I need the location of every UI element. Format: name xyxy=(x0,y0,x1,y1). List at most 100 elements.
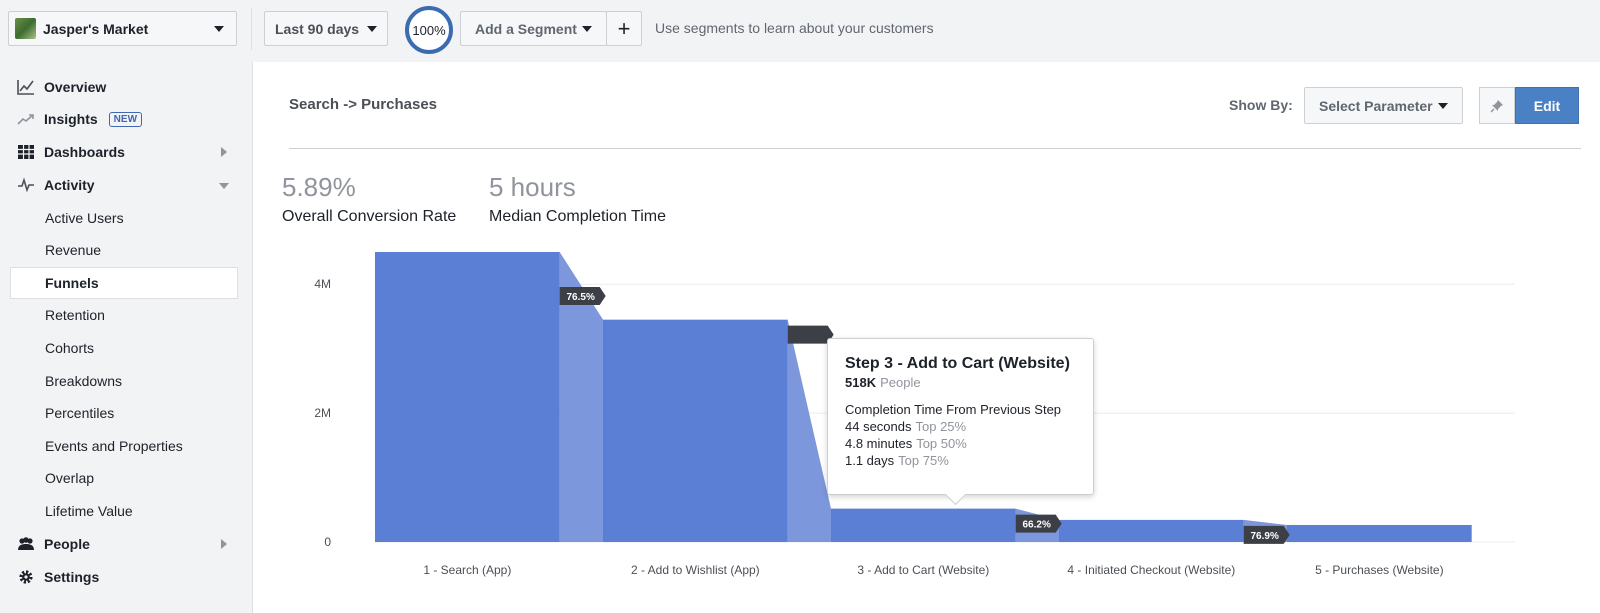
sidebar-item-insights[interactable]: Insights NEW xyxy=(0,104,252,134)
chevron-down-icon xyxy=(582,26,592,32)
line-chart-icon xyxy=(17,80,34,95)
funnel-connector xyxy=(787,319,831,542)
tooltip-count: 518K xyxy=(845,375,877,390)
step-tooltip: Step 3 - Add to Cart (Website) 518K Peopl… xyxy=(827,338,1094,495)
add-segment-dropdown[interactable]: Add a Segment xyxy=(460,11,607,46)
chevron-down-icon xyxy=(219,183,229,189)
app-logo-icon xyxy=(15,18,36,39)
y-tick-label: 2M xyxy=(314,406,331,420)
conversion-rate-value: 5.89% xyxy=(282,172,356,202)
sidebar-item-label: Percentiles xyxy=(45,405,115,421)
segment-hint: Use segments to learn about your custome… xyxy=(655,20,934,36)
date-range-selector[interactable]: Last 90 days xyxy=(264,11,388,46)
sidebar-item-settings[interactable]: Settings xyxy=(0,562,252,592)
select-parameter-label: Select Parameter xyxy=(1319,97,1433,114)
main-panel: Search -> Purchases Show By: Select Para… xyxy=(252,62,1600,613)
funnel-bar xyxy=(375,252,560,542)
sidebar-item-cohorts[interactable]: Cohorts xyxy=(0,333,252,363)
chevron-right-icon xyxy=(221,147,227,157)
sidebar-item-label: Retention xyxy=(45,307,105,323)
pin-icon xyxy=(1490,99,1503,112)
conversion-tag xyxy=(1243,525,1290,544)
conversion-tag xyxy=(1015,514,1062,533)
sidebar-item-funnels[interactable]: Funnels xyxy=(10,267,238,299)
page-title: Search -> Purchases xyxy=(289,96,438,113)
x-tick-label: 1 - Search (App) xyxy=(423,563,511,577)
sidebar-item-breakdowns[interactable]: Breakdowns xyxy=(0,366,252,396)
sidebar-item-label: Lifetime Value xyxy=(45,503,133,519)
completion-time-label: Median Completion Time xyxy=(489,208,666,225)
sidebar-item-events-and-properties[interactable]: Events and Properties xyxy=(0,431,252,461)
chevron-down-icon xyxy=(214,26,224,32)
sidebar-item-retention[interactable]: Retention xyxy=(0,300,252,330)
chevron-right-icon xyxy=(221,539,227,549)
add-segment-button[interactable]: + xyxy=(606,11,642,46)
sidebar-item-label: Activity xyxy=(44,177,95,193)
tooltip-time-tag: Top 25% xyxy=(915,419,967,434)
tooltip-time-tag: Top 75% xyxy=(898,453,949,468)
show-by-label: Show By: xyxy=(1229,97,1293,113)
conversion-label: 66.2% xyxy=(1023,520,1051,531)
pin-button[interactable] xyxy=(1479,87,1515,124)
x-tick-label: 4 - Initiated Checkout (Website) xyxy=(1067,563,1235,577)
sidebar-item-label: People xyxy=(44,536,90,552)
x-tick-label: 2 - Add to Wishlist (App) xyxy=(631,563,760,577)
app-selector[interactable]: Jasper's Market xyxy=(8,11,237,46)
sidebar-item-label: Settings xyxy=(44,569,100,585)
sidebar-item-active-users[interactable]: Active Users xyxy=(0,203,252,233)
zoom-indicator: 100% xyxy=(405,6,453,54)
funnel-bar xyxy=(1059,519,1244,542)
add-segment-label: Add a Segment xyxy=(475,20,577,37)
sidebar-item-label: Revenue xyxy=(45,242,102,258)
people-icon xyxy=(18,537,34,550)
top-bar: Jasper's Market Last 90 days 100% Add a … xyxy=(0,0,1600,58)
new-badge: NEW xyxy=(108,111,143,127)
sidebar-item-people[interactable]: People xyxy=(0,529,252,559)
completion-time-value: 5 hours xyxy=(489,172,576,202)
funnel-bar xyxy=(1287,524,1472,542)
tooltip-time-tag: Top 50% xyxy=(916,436,967,451)
edit-button[interactable]: Edit xyxy=(1515,87,1579,124)
tooltip-count-unit: People xyxy=(880,375,921,390)
conversion-rate-label: Overall Conversion Rate xyxy=(282,208,457,225)
sidebar-item-label: Breakdowns xyxy=(45,373,123,389)
funnel-bar xyxy=(603,319,788,542)
sidebar-item-label: Dashboards xyxy=(44,144,125,160)
chevron-down-icon xyxy=(1438,103,1448,109)
sidebar-item-overview[interactable]: Overview xyxy=(0,72,252,102)
x-tick-label: 5 - Purchases (Website) xyxy=(1315,563,1444,577)
tooltip-time-value: 4.8 minutes xyxy=(845,436,913,451)
conversion-label: 76.9% xyxy=(1251,531,1279,542)
grid-icon xyxy=(18,145,34,159)
y-tick-label: 0 xyxy=(324,535,331,549)
x-tick-label: 3 - Add to Cart (Website) xyxy=(857,563,989,577)
sidebar-item-dashboards[interactable]: Dashboards xyxy=(0,137,252,167)
sidebar-item-lifetime-value[interactable]: Lifetime Value xyxy=(0,496,252,526)
select-parameter-dropdown[interactable]: Select Parameter xyxy=(1304,87,1463,124)
conversion-tag xyxy=(787,325,834,344)
tooltip-time-value: 1.1 days xyxy=(845,453,895,468)
conversion-tag xyxy=(559,287,606,305)
gear-icon xyxy=(19,570,33,584)
date-range-label: Last 90 days xyxy=(275,20,360,37)
sidebar-item-percentiles[interactable]: Percentiles xyxy=(0,398,252,428)
app-name: Jasper's Market xyxy=(43,20,149,37)
sidebar: Overview Insights NEW Dashboards Activit… xyxy=(0,63,252,613)
funnel-bar xyxy=(831,508,1016,542)
sidebar-item-revenue[interactable]: Revenue xyxy=(0,235,252,265)
sidebar-item-label: Cohorts xyxy=(45,340,95,356)
trend-icon xyxy=(17,114,34,125)
sidebar-item-label: Insights xyxy=(44,111,98,127)
chevron-down-icon xyxy=(367,26,377,32)
tooltip-title: Step 3 - Add to Cart (Website) xyxy=(845,355,1070,372)
sidebar-item-label: Overview xyxy=(44,79,107,95)
sidebar-item-overlap[interactable]: Overlap xyxy=(0,463,252,493)
divider xyxy=(289,148,1581,149)
divider xyxy=(251,8,252,50)
sidebar-item-activity[interactable]: Activity xyxy=(0,170,252,200)
conversion-label: 76.5% xyxy=(567,292,595,303)
tooltip-time-value: 44 seconds xyxy=(845,419,912,434)
funnel-connector xyxy=(559,252,603,542)
funnel-chart: 0 2M 4M 1 - Search (App) 2 - Add to Wishlist… xyxy=(314,252,1515,577)
pulse-icon xyxy=(18,177,34,193)
